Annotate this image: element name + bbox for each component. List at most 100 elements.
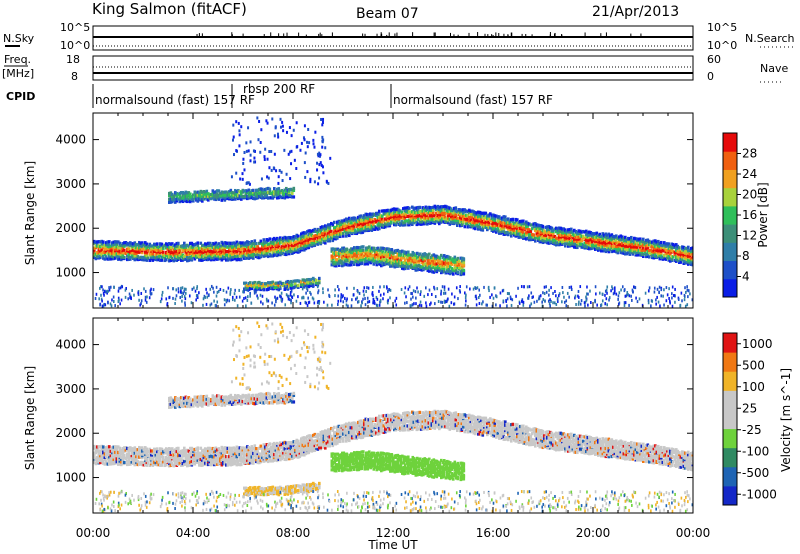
power-cell xyxy=(421,212,425,216)
power-cell xyxy=(568,233,572,237)
power-cell xyxy=(220,190,224,194)
power-cell xyxy=(190,241,194,245)
power-cell xyxy=(411,265,415,269)
power-cell xyxy=(345,226,348,230)
power-cell xyxy=(240,125,243,129)
power-cell xyxy=(310,277,314,282)
power-cell xyxy=(291,195,294,199)
power-cell xyxy=(648,248,651,252)
power-cell xyxy=(381,223,384,227)
power-cell xyxy=(141,241,144,245)
power-cell xyxy=(511,222,515,226)
power-cell xyxy=(499,223,503,227)
power-cell xyxy=(304,235,308,239)
power-cell xyxy=(580,245,584,249)
power-cell xyxy=(387,216,390,220)
power-cell xyxy=(611,285,613,289)
power-cell xyxy=(542,298,545,302)
power-cell xyxy=(210,249,213,253)
power-cell xyxy=(341,252,344,256)
power-cell xyxy=(106,247,110,251)
power-cell xyxy=(624,235,627,239)
power-cell xyxy=(100,242,104,246)
power-cell xyxy=(401,266,404,270)
power-cell xyxy=(589,246,593,251)
power-cell xyxy=(141,247,144,251)
power-cell xyxy=(244,296,247,300)
power-cell xyxy=(562,237,566,241)
power-cell xyxy=(171,194,174,198)
power-cell xyxy=(168,256,171,261)
power-cell xyxy=(196,287,198,291)
power-cell xyxy=(381,225,384,229)
power-cell xyxy=(288,246,291,250)
power-cell xyxy=(306,241,309,245)
power-cell xyxy=(190,257,194,261)
power-cell xyxy=(493,214,497,218)
power-cell xyxy=(225,190,228,194)
power-cell xyxy=(516,222,519,226)
power-cell xyxy=(486,220,489,224)
power-cell xyxy=(446,269,449,273)
power-cell xyxy=(384,225,387,229)
power-cell xyxy=(312,238,315,242)
power-cell xyxy=(562,235,566,239)
power-cell xyxy=(651,245,654,249)
power-cell xyxy=(514,217,518,222)
power-cell xyxy=(385,222,389,226)
power-cell xyxy=(235,254,239,258)
power-cell xyxy=(123,241,126,245)
power-cell xyxy=(342,221,345,225)
power-cell xyxy=(681,252,684,256)
power-cell xyxy=(169,254,173,258)
power-cell xyxy=(205,257,209,262)
power-cell xyxy=(211,246,215,250)
power-cell xyxy=(492,296,495,300)
power-cell xyxy=(138,256,141,260)
power-cell xyxy=(616,242,620,247)
power-cell xyxy=(463,208,467,212)
power-cell xyxy=(420,211,423,216)
power-cell xyxy=(293,293,295,297)
power-cell xyxy=(634,251,638,255)
power-cell xyxy=(232,245,236,249)
power-cell xyxy=(322,225,326,229)
power-cell xyxy=(142,243,146,247)
power-cell xyxy=(622,236,626,240)
power-cell xyxy=(181,256,185,261)
power-cell xyxy=(387,255,391,259)
power-cell xyxy=(360,226,363,230)
power-cell xyxy=(132,255,135,259)
power-cell xyxy=(431,259,434,263)
power-cell xyxy=(265,191,269,195)
power-cell xyxy=(223,193,227,197)
power-cell xyxy=(339,220,342,225)
power-cell xyxy=(382,223,386,228)
power-cell xyxy=(243,287,246,291)
power-cell xyxy=(595,242,599,247)
power-cell xyxy=(399,255,403,259)
power-cell xyxy=(418,222,422,226)
power-cell xyxy=(292,285,296,290)
power-cell xyxy=(657,249,660,253)
power-cell xyxy=(444,257,448,261)
power-cell xyxy=(415,206,419,210)
power-cell xyxy=(128,292,131,296)
power-cell xyxy=(148,242,152,246)
power-cell xyxy=(127,297,130,301)
power-cell xyxy=(620,288,622,292)
power-cell xyxy=(291,188,294,192)
power-cell xyxy=(396,252,400,256)
power-cell xyxy=(520,232,524,236)
power-cell xyxy=(615,240,618,245)
power-cell xyxy=(360,245,364,249)
power-cell xyxy=(262,302,264,306)
power-cell xyxy=(393,259,397,263)
power-cell xyxy=(387,301,389,305)
power-cell xyxy=(297,244,300,248)
power-cell xyxy=(426,263,430,267)
power-cell xyxy=(306,280,309,284)
power-cell xyxy=(330,232,333,236)
power-cell xyxy=(636,247,639,252)
power-cell xyxy=(589,238,593,242)
